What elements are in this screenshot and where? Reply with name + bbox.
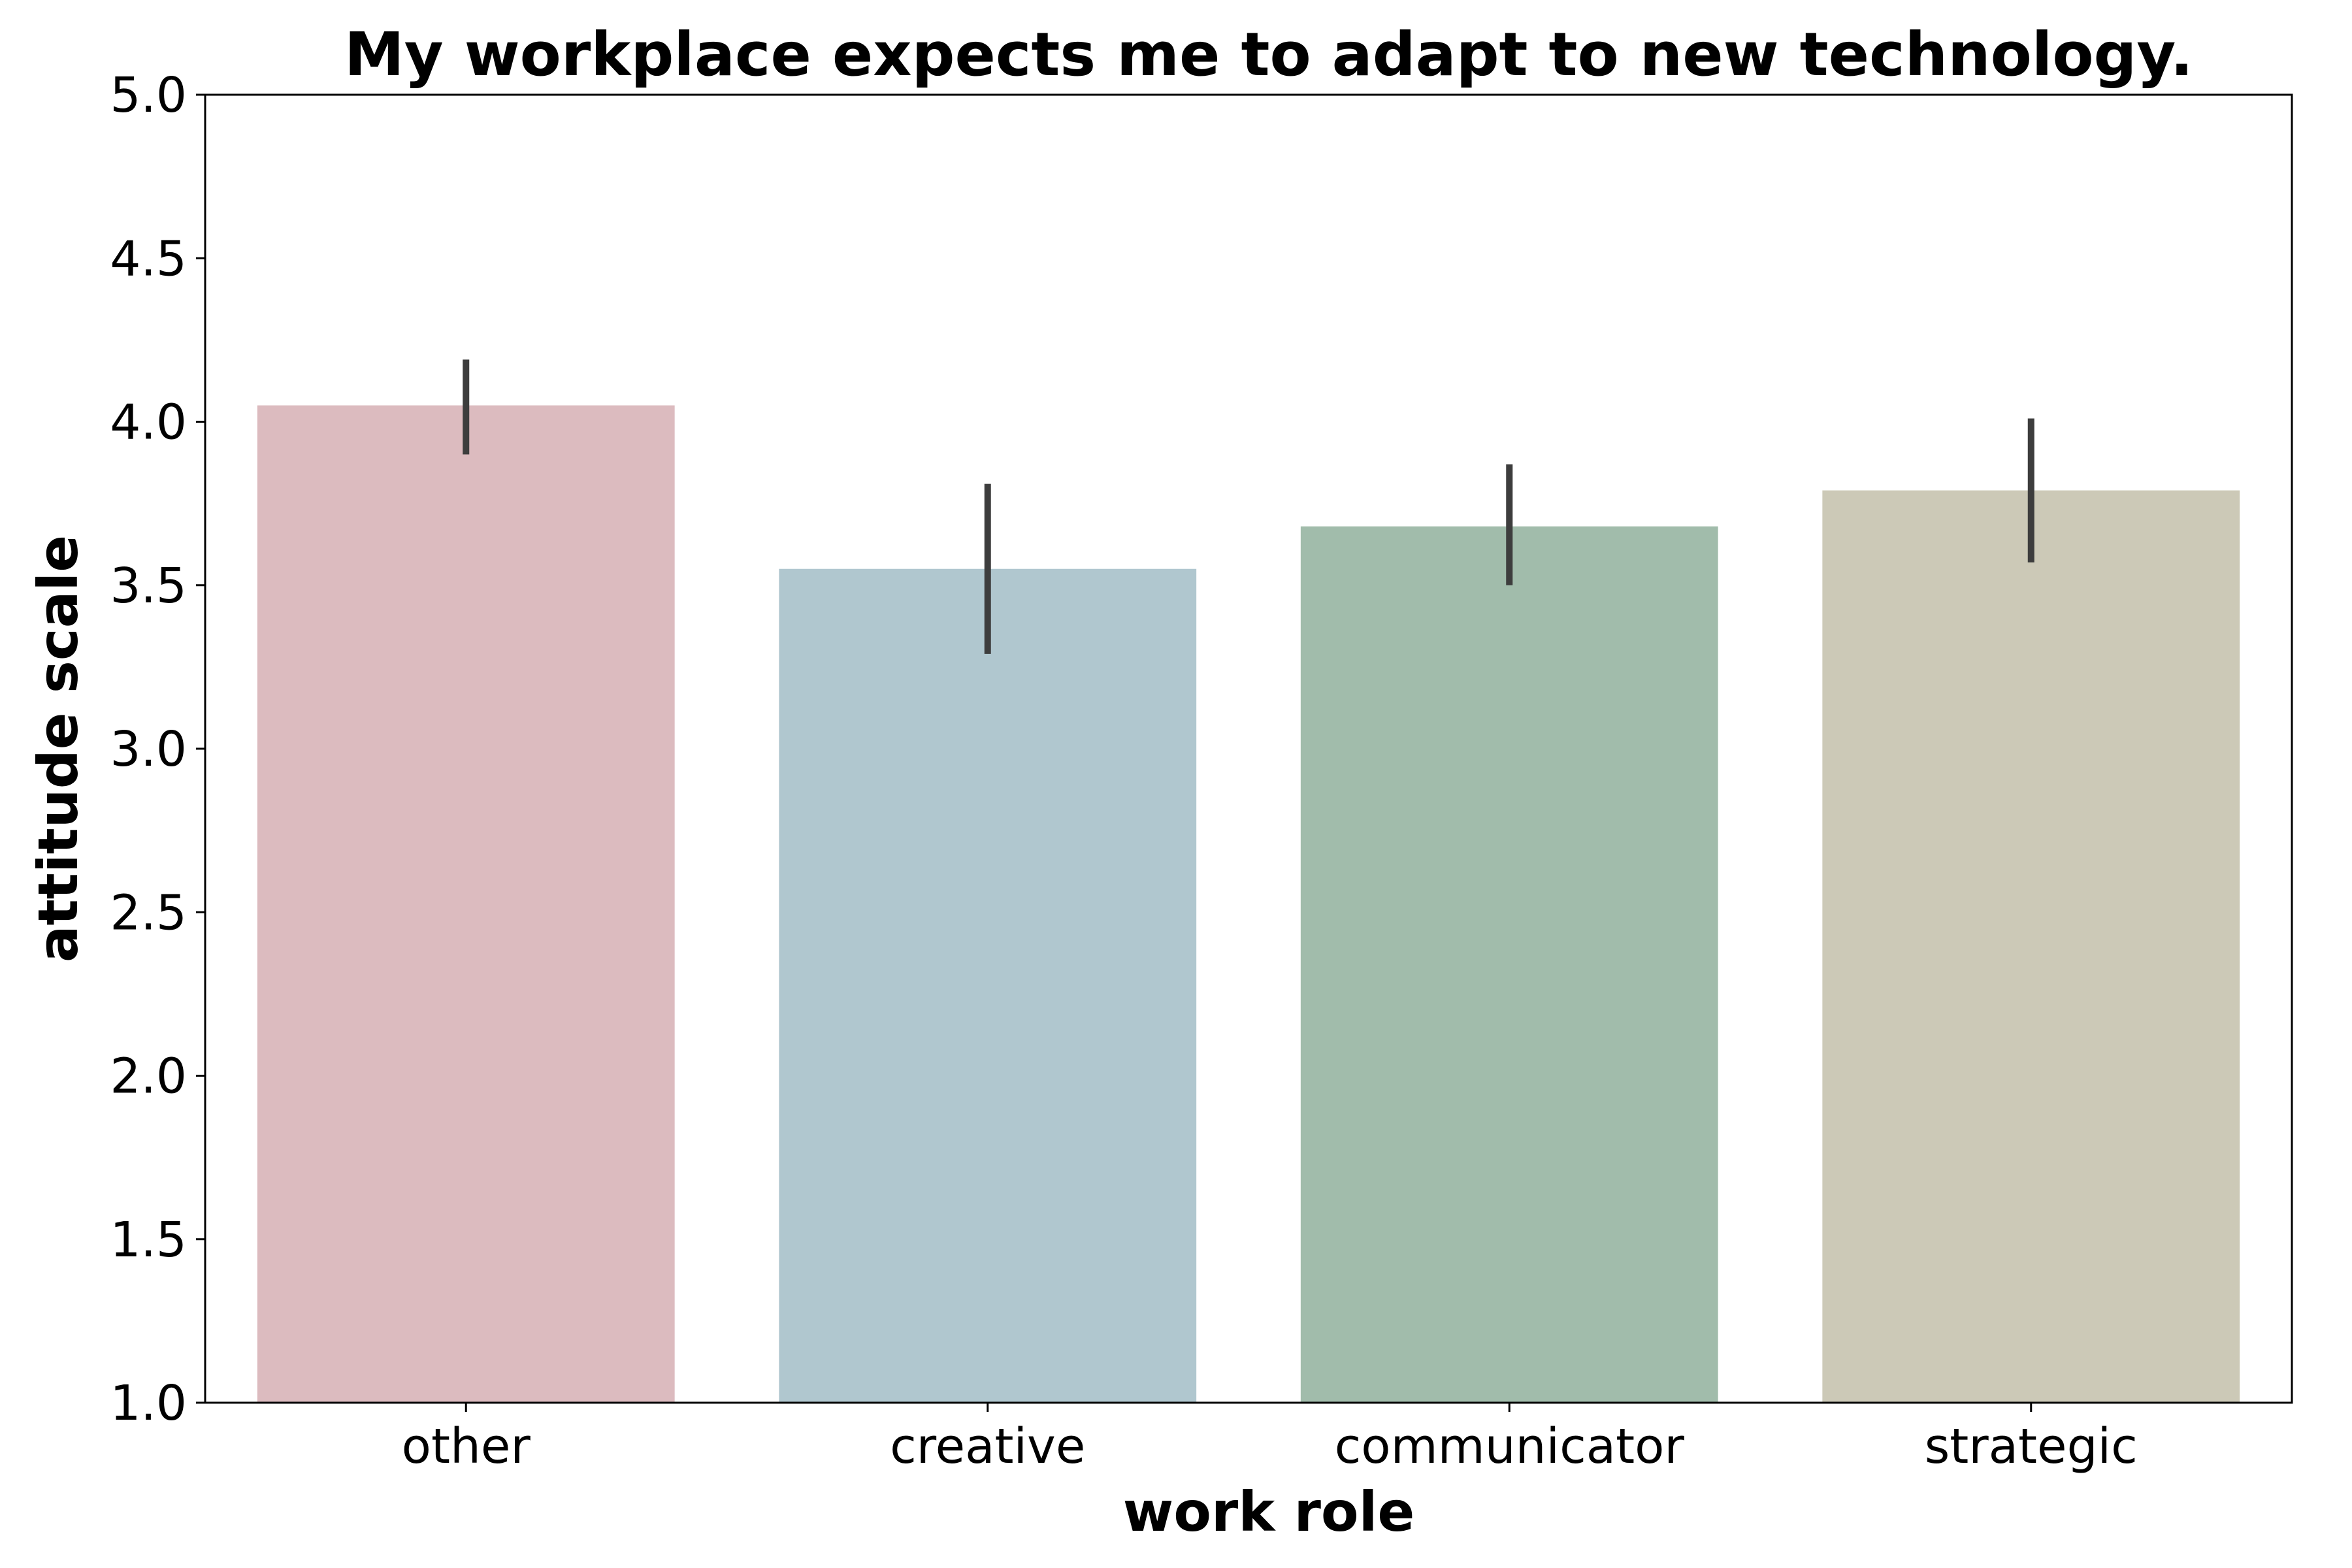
x-tick-label-strategic: strategic [1925, 1418, 2138, 1475]
error-bars [463, 359, 2034, 654]
bar-strategic [1822, 490, 2240, 1403]
y-axis-ticks: 1.0 1.5 2.0 2.5 3.0 3.5 4.0 4.5 5.0 [110, 67, 205, 1431]
y-axis-label: attitude scale [26, 535, 90, 962]
y-tick-label: 4.0 [110, 395, 187, 451]
bars [257, 405, 2240, 1403]
y-tick-label: 4.5 [110, 231, 187, 287]
x-tick-label-communicator: communicator [1335, 1418, 1685, 1475]
x-axis-ticks: other creative communicator strategic [402, 1403, 2138, 1475]
y-tick-label: 1.0 [110, 1375, 187, 1431]
x-tick-label-creative: creative [890, 1418, 1085, 1475]
y-tick-label: 3.5 [110, 558, 187, 614]
y-tick-label: 5.0 [110, 67, 187, 123]
y-tick-label: 3.0 [110, 721, 187, 777]
y-tick-label: 1.5 [110, 1212, 187, 1268]
y-tick-label: 2.0 [110, 1049, 187, 1105]
x-tick-label-other: other [402, 1418, 531, 1475]
bar-other [257, 405, 675, 1403]
chart-title: My workplace expects me to adapt to new … [344, 20, 2193, 90]
bar-communicator [1300, 526, 1718, 1403]
x-axis-label: work role [1123, 1480, 1415, 1544]
y-tick-label: 2.5 [110, 885, 187, 941]
bar-creative [779, 568, 1197, 1403]
